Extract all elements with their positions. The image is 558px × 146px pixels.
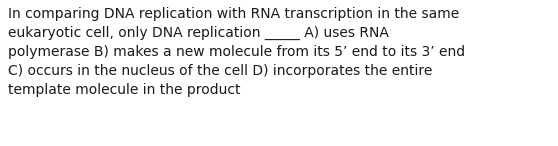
Text: In comparing DNA replication with RNA transcription in the same
eukaryotic cell,: In comparing DNA replication with RNA tr… — [8, 7, 465, 97]
